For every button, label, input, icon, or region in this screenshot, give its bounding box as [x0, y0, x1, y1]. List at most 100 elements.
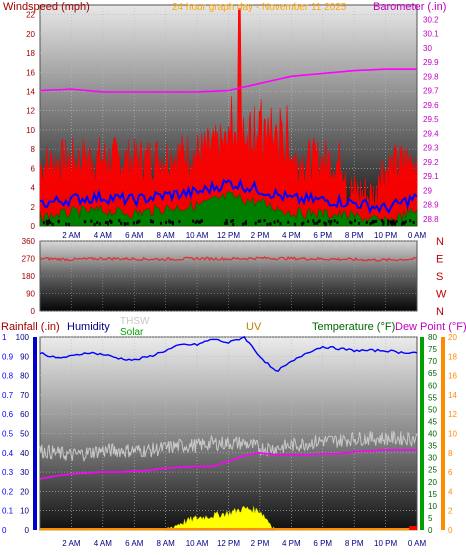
temperature-tick-label: 70 [428, 357, 437, 366]
rain-tick-label: 0 [2, 526, 7, 535]
humidity-tick-label: 30 [20, 468, 29, 477]
wind-calm-mark [317, 220, 320, 224]
wind-y-tick-label: 6 [31, 164, 36, 173]
wind-calm-mark [96, 221, 99, 225]
wind-calm-mark [178, 220, 181, 224]
wind-calm-mark [152, 220, 154, 224]
conditions-time-tick-label: 10 AM [186, 539, 209, 548]
thsw-label: THSW [120, 316, 150, 327]
temperature-axis-bar [420, 337, 424, 530]
grid-lines [40, 5, 417, 531]
wind-calm-mark [315, 221, 318, 225]
wind-calm-mark [404, 220, 407, 224]
dewpoint-tick-label: 14 [448, 391, 457, 400]
humidity-tick-label: 10 [20, 507, 29, 516]
wind-calm-mark [313, 221, 316, 225]
wind-calm-mark [68, 223, 70, 226]
wind-calm-mark [51, 222, 54, 226]
wind-y-tick-label: 22 [26, 11, 35, 20]
wind-calm-mark [412, 221, 415, 225]
wind-calm-mark [392, 219, 395, 223]
wind-y-tick-label: 16 [26, 68, 35, 77]
wind-calm-mark [90, 219, 93, 223]
wind-calm-mark [327, 219, 330, 223]
wind-calm-mark [269, 222, 272, 226]
compass-label: S [436, 271, 443, 283]
wind-calm-mark [232, 219, 234, 222]
wind-calm-mark [93, 222, 96, 226]
temperature-tick-label: 25 [428, 466, 437, 475]
wind-calm-mark [257, 219, 260, 223]
temperature-tick-label: 20 [428, 478, 437, 487]
barometer-axis-title: Barometer (.in) [373, 1, 446, 13]
wind-calm-mark [324, 222, 327, 226]
wind-calm-mark [194, 221, 197, 225]
wind-calm-mark [371, 220, 374, 223]
wind-calm-mark [375, 219, 378, 223]
wind-calm-mark [373, 220, 376, 224]
wind-calm-mark [48, 219, 51, 223]
wind-calm-mark [110, 220, 113, 224]
dewpoint-tick-label: 2 [448, 507, 453, 516]
wind-time-tick-label: 10 AM [186, 231, 209, 240]
humidity-label: Humidity [67, 321, 110, 333]
wind-low-series [39, 190, 418, 227]
direction-panel [39, 240, 418, 312]
gust-series [39, 8, 418, 227]
compass-label: E [436, 254, 443, 266]
thsw-line [39, 430, 418, 463]
humidity-tick-label: 20 [20, 487, 29, 496]
wind-calm-mark [387, 219, 390, 223]
wind-calm-mark [165, 220, 168, 224]
temperature-tick-label: 55 [428, 393, 437, 402]
direction-tick-label: 180 [22, 272, 36, 281]
humidity-line [39, 335, 418, 372]
wind-calm-mark [106, 221, 109, 225]
dewpoint-tick-label: 20 [448, 333, 457, 342]
wind-calm-mark [266, 222, 269, 226]
wind-calm-mark [402, 221, 405, 225]
barometer-tick-label: 30.2 [423, 15, 439, 24]
wind-calm-mark [389, 220, 392, 224]
wind-calm-mark [120, 221, 123, 225]
dewpoint-tick-label: 0 [448, 526, 453, 535]
wind-calm-mark [329, 222, 332, 226]
wind-calm-mark [126, 222, 129, 226]
direction-tick-label: 270 [22, 255, 36, 264]
wind-calm-mark [232, 223, 235, 226]
chart-title: 24 hour graph day - November 11 2025 [172, 2, 347, 13]
wind-calm-mark [318, 219, 321, 223]
barometer-tick-label: 29.5 [423, 115, 439, 124]
humidity-tick-label: 70 [20, 391, 29, 400]
wind-calm-mark [132, 221, 135, 225]
dewpoint-tick-label: 8 [448, 449, 453, 458]
wind-calm-mark [225, 219, 228, 223]
barometer-line [39, 68, 417, 93]
rain-tick-label: 0.6 [2, 410, 14, 419]
wind-calm-mark [350, 221, 353, 225]
wind-calm-mark [263, 219, 266, 222]
rain-tick-label: 0.4 [2, 449, 14, 458]
wind-calm-mark [259, 219, 262, 223]
wind-calm-mark [333, 219, 336, 223]
temperature-label: Temperature (°F) [312, 321, 395, 333]
conditions-time-tick-label: 6 AM [125, 539, 144, 548]
rain-axis-bar [33, 337, 37, 530]
rain-tick-label: 0.5 [2, 430, 14, 439]
wind-time-tick-label: 2 AM [62, 231, 81, 240]
wind-calm-mark [199, 220, 202, 224]
wind-y-tick-label: 14 [26, 87, 35, 96]
wind-calm-mark [369, 222, 372, 226]
wind-y-tick-label: 20 [26, 30, 35, 39]
dewpoint-label: Dew Point (°F) [395, 321, 466, 333]
wind-calm-mark [123, 222, 126, 226]
barometer-tick-label: 29.8 [423, 72, 439, 81]
wind-calm-mark [401, 222, 403, 226]
conditions-time-tick-label: 4 PM [282, 539, 301, 548]
wind-y-tick-label: 8 [31, 145, 36, 154]
wind-calm-mark [254, 221, 257, 225]
wind-calm-mark [381, 219, 384, 223]
barometer-tick-label: 28.9 [423, 201, 439, 210]
wind-calm-mark [57, 220, 60, 224]
